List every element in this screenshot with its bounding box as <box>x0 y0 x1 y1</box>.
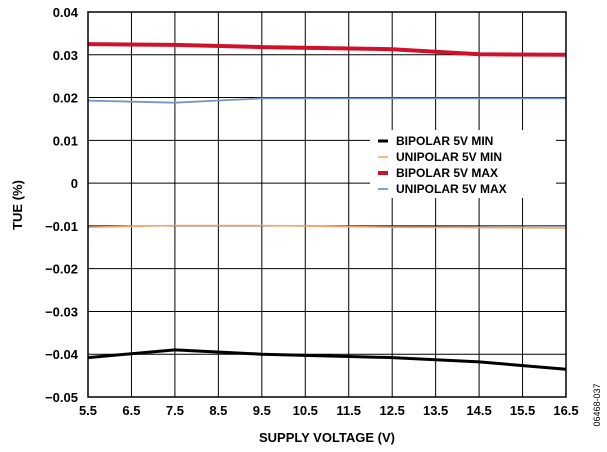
x-axis-title: SUPPLY VOLTAGE (V) <box>259 430 395 445</box>
y-tick-label: −0.02 <box>45 262 78 277</box>
y-tick-label: 0.02 <box>53 91 78 106</box>
x-tick-labels: 5.5 6.5 7.5 8.5 9.5 10.5 11.5 12.5 13.5 14.5 15.5 1… <box>79 403 579 418</box>
y-axis-title: TUE (%) <box>10 180 25 230</box>
x-tick-label: 13.5 <box>423 403 448 418</box>
series-line-bipolar-5v-min <box>87 348 567 371</box>
y-tick-label: 0.03 <box>53 48 78 63</box>
x-tick-label: 10.5 <box>293 403 318 418</box>
series-line-unipolar-5v-min <box>87 224 567 229</box>
x-tick-label: 14.5 <box>466 403 491 418</box>
x-tick-label: 7.5 <box>166 403 184 418</box>
y-tick-label: 0 <box>71 176 78 191</box>
series-line-unipolar-5v-max <box>87 97 566 104</box>
x-tick-label: 5.5 <box>79 403 97 418</box>
x-tick-label: 9.5 <box>253 403 271 418</box>
plot-background <box>88 12 566 397</box>
plot-frame <box>87 11 567 398</box>
figure-id: 06468-037 <box>592 383 602 426</box>
legend: BIPOLAR 5V MIN UNIPOLAR 5V MIN BIPOLAR 5V … <box>378 134 507 196</box>
x-tick-label: 8.5 <box>209 403 227 418</box>
legend-label: BIPOLAR 5V MIN <box>396 134 493 148</box>
y-tick-label: −0.03 <box>45 304 78 319</box>
y-tick-labels: 0.04 0.03 0.02 0.01 0 −0.01 −0.02 −0.03 −0.04 −0.… <box>45 5 79 405</box>
x-tick-label: 6.5 <box>122 403 140 418</box>
x-tick-label: 16.5 <box>553 403 578 418</box>
series-layer <box>87 42 567 371</box>
series-line-bipolar-5v-max <box>87 42 567 57</box>
y-tick-label: −0.04 <box>45 347 79 362</box>
y-tick-label: 0.04 <box>53 5 79 20</box>
legend-box <box>370 130 556 198</box>
x-tick-label: 15.5 <box>510 403 535 418</box>
legend-label: UNIPOLAR 5V MIN <box>396 150 502 164</box>
y-tick-label: 0.01 <box>53 133 78 148</box>
x-tick-label: 12.5 <box>380 403 405 418</box>
x-tick-label: 11.5 <box>336 403 361 418</box>
y-tick-label: −0.01 <box>45 219 78 234</box>
legend-label: BIPOLAR 5V MAX <box>396 166 498 180</box>
legend-label: UNIPOLAR 5V MAX <box>396 182 507 196</box>
y-tick-label: −0.05 <box>45 390 78 405</box>
